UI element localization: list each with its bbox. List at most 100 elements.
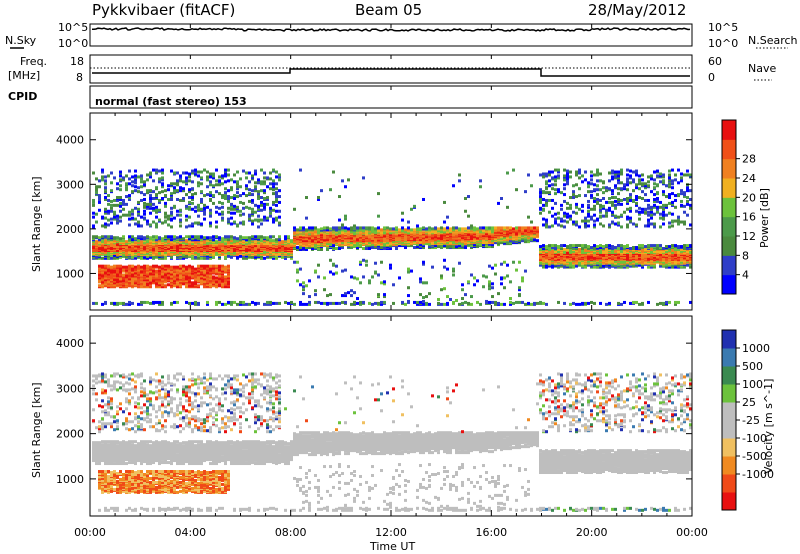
power-cell <box>407 231 410 235</box>
power-cell <box>461 297 464 301</box>
power-cell <box>209 197 212 201</box>
power-cell <box>386 241 389 245</box>
power-cell <box>446 241 449 245</box>
power-cell <box>206 275 209 279</box>
power-cell <box>308 241 311 245</box>
power-cell <box>563 187 566 191</box>
power-cell <box>293 207 296 211</box>
power-cell <box>191 265 194 269</box>
power-cell <box>116 280 119 284</box>
power-cell <box>341 226 344 230</box>
power-cell <box>92 211 95 215</box>
power-cell <box>383 282 386 286</box>
power-cell <box>575 259 578 263</box>
power-cell <box>545 218 548 222</box>
power-cell <box>104 175 107 179</box>
power-cell <box>341 223 344 227</box>
power-cell <box>155 168 158 172</box>
power-cell <box>161 256 164 260</box>
power-cell <box>479 179 482 183</box>
power-cell <box>326 247 329 251</box>
power-cell <box>194 205 197 209</box>
power-cell <box>377 192 380 196</box>
power-cell <box>569 302 572 306</box>
power-cell <box>377 246 380 250</box>
power-cell <box>563 247 566 251</box>
power-cell <box>149 189 152 193</box>
power-cell <box>182 281 185 285</box>
power-cell <box>392 234 395 238</box>
power-cell <box>587 301 590 305</box>
power-cell <box>164 284 167 288</box>
power-cell <box>122 279 125 283</box>
power-cell <box>491 226 494 230</box>
power-cell <box>155 247 158 251</box>
power-cell <box>518 288 521 292</box>
power-cell <box>488 282 491 286</box>
power-cell <box>194 247 197 251</box>
power-cell <box>239 302 242 306</box>
power-cell <box>125 254 128 258</box>
power-cell <box>155 281 158 285</box>
power-cell <box>170 274 173 278</box>
power-cell <box>137 211 140 215</box>
power-cell <box>167 214 170 218</box>
power-cell <box>272 248 275 252</box>
power-cell <box>359 262 362 266</box>
power-cell <box>209 284 212 288</box>
power-cell <box>209 245 212 249</box>
power-cell <box>563 225 566 229</box>
power-cell <box>236 180 239 184</box>
power-cell <box>557 265 560 269</box>
power-cell <box>368 226 371 230</box>
power-cell <box>209 211 212 215</box>
power-cell <box>167 264 170 268</box>
power-cell <box>575 302 578 306</box>
power-cell <box>128 282 131 286</box>
power-cell <box>380 281 383 285</box>
power-cell <box>434 231 437 235</box>
power-cell <box>551 249 554 253</box>
power-cell <box>584 265 587 269</box>
power-cell <box>530 238 533 242</box>
power-cell <box>152 272 155 276</box>
power-cell <box>554 175 557 179</box>
power-cell <box>173 216 176 220</box>
power-cell <box>566 177 569 181</box>
power-cell <box>176 181 179 185</box>
power-cell <box>182 256 185 260</box>
power-cell <box>212 174 215 178</box>
power-cell <box>215 220 218 224</box>
power-cell <box>236 187 239 191</box>
power-cell <box>599 244 602 248</box>
power-cell <box>296 239 299 243</box>
power-cell <box>302 285 305 289</box>
power-cell <box>170 169 173 173</box>
power-cell <box>341 233 344 237</box>
power-cell <box>134 185 137 189</box>
power-cell <box>218 175 221 179</box>
power-cell <box>104 207 107 211</box>
power-cell <box>269 302 272 306</box>
power-cell <box>185 214 188 218</box>
power-cell <box>215 190 218 194</box>
power-cell <box>95 190 98 194</box>
power-cell <box>593 219 596 223</box>
power-cell <box>368 301 371 305</box>
power-cell <box>596 200 599 204</box>
power-cell <box>419 300 422 304</box>
power-cell <box>155 269 158 273</box>
power-cell <box>140 180 143 184</box>
power-cell <box>101 168 104 172</box>
power-cell <box>254 255 257 259</box>
power-cell <box>236 170 239 174</box>
power-cell <box>110 171 113 175</box>
power-cell <box>110 273 113 277</box>
power-cell <box>182 197 185 201</box>
power-cell <box>302 226 305 230</box>
power-cell <box>266 218 269 222</box>
power-cell <box>206 170 209 174</box>
power-cell <box>428 242 431 246</box>
power-cell <box>194 168 197 172</box>
power-cell <box>221 218 224 222</box>
